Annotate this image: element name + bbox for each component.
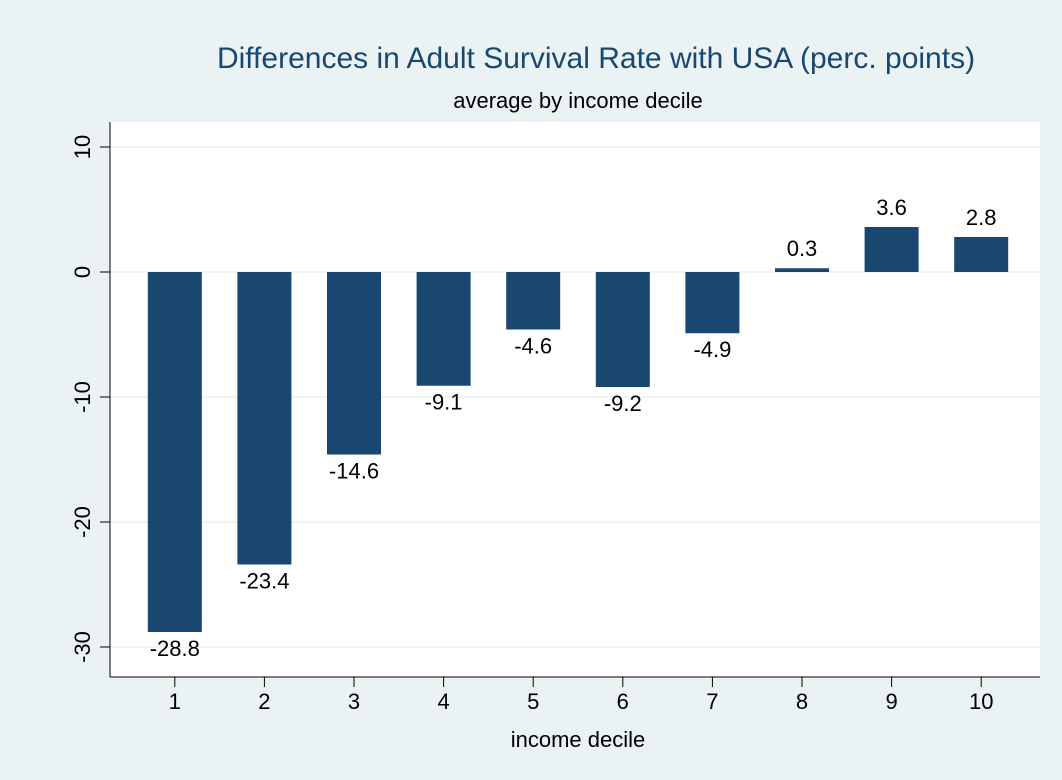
- data-label: -23.4: [239, 568, 289, 593]
- data-label: -9.2: [604, 391, 642, 416]
- x-tick-label: 5: [527, 689, 539, 714]
- x-tick-label: 9: [885, 689, 897, 714]
- y-tick-label: 0: [70, 266, 95, 278]
- chart-subtitle: average by income decile: [453, 88, 702, 113]
- bar: [595, 272, 650, 387]
- x-tick-label: 10: [969, 689, 993, 714]
- x-tick-label: 1: [169, 689, 181, 714]
- bar: [327, 272, 381, 455]
- x-tick-label: 3: [348, 689, 360, 714]
- bar: [237, 272, 292, 565]
- y-tick-label: -30: [70, 631, 95, 663]
- data-label: -9.1: [425, 390, 463, 415]
- y-tick-label: 10: [70, 135, 95, 159]
- x-axis-label: income decile: [511, 727, 646, 752]
- x-tick-label: 8: [796, 689, 808, 714]
- x-tick-label: 6: [617, 689, 629, 714]
- data-label: -4.6: [514, 333, 552, 358]
- bar: [775, 268, 829, 272]
- data-label: -4.9: [693, 337, 731, 362]
- bar: [506, 272, 561, 330]
- x-tick-label: 7: [706, 689, 718, 714]
- y-tick-label: -20: [70, 506, 95, 538]
- bar: [864, 227, 919, 272]
- data-label: 3.6: [876, 195, 907, 220]
- bar: [416, 272, 471, 386]
- data-label: 2.8: [966, 205, 997, 230]
- data-label: -14.6: [329, 458, 379, 483]
- data-label: -28.8: [150, 636, 200, 661]
- x-tick-label: 4: [437, 689, 449, 714]
- data-label: 0.3: [787, 236, 818, 261]
- bar: [954, 237, 1009, 272]
- bar: [147, 272, 202, 632]
- x-tick-label: 2: [258, 689, 270, 714]
- bar: [685, 272, 740, 334]
- y-tick-label: -10: [70, 381, 95, 413]
- chart-title: Differences in Adult Survival Rate with …: [217, 42, 975, 75]
